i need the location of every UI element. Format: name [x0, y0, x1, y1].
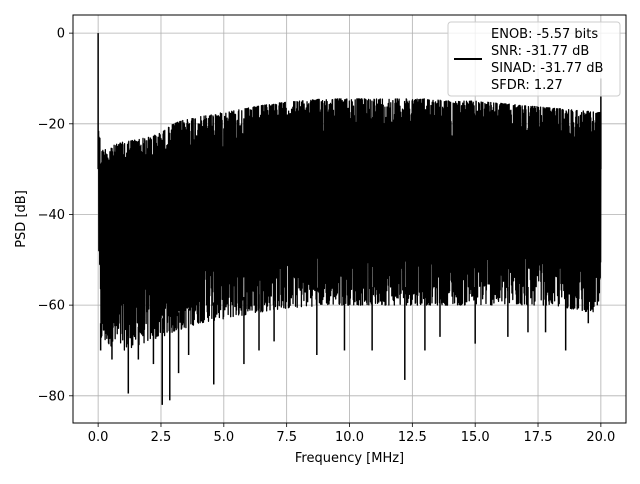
legend-box	[447, 21, 621, 97]
legend: ENOB: -5.57 bits SNR: -31.77 dB SINAD: -…	[447, 21, 621, 97]
x-tick-label: 7.5	[276, 430, 297, 445]
y-tick-label: −40	[38, 208, 65, 223]
y-axis-ticks: 0 −20 −40 −60 −80	[38, 27, 73, 404]
y-tick-label: −60	[38, 299, 65, 314]
y-tick-label: −80	[38, 389, 65, 404]
legend-enob: ENOB: -5.57 bits	[491, 27, 598, 42]
y-tick-label: −20	[38, 117, 65, 132]
x-tick-label: 20.0	[586, 430, 615, 445]
legend-sinad: SINAD: -31.77 dB	[491, 61, 603, 76]
x-tick-label: 5.0	[213, 430, 234, 445]
psd-noise-trace	[97, 98, 602, 351]
x-tick-label: 12.5	[398, 430, 427, 445]
x-tick-label: 0.0	[88, 430, 109, 445]
x-axis-ticks: 0.0 2.5 5.0 7.5 10.0 12.5 15.0 17.5 20.0	[88, 423, 615, 445]
x-tick-label: 2.5	[151, 430, 172, 445]
legend-snr: SNR: -31.77 dB	[491, 44, 589, 59]
x-tick-label: 15.0	[461, 430, 490, 445]
x-tick-label: 17.5	[524, 430, 553, 445]
y-tick-label: 0	[57, 27, 65, 42]
legend-sfdr: SFDR: 1.27	[491, 78, 563, 93]
y-axis-label: PSD [dB]	[14, 190, 29, 248]
x-tick-label: 10.0	[335, 430, 364, 445]
x-axis-label: Frequency [MHz]	[295, 451, 404, 466]
